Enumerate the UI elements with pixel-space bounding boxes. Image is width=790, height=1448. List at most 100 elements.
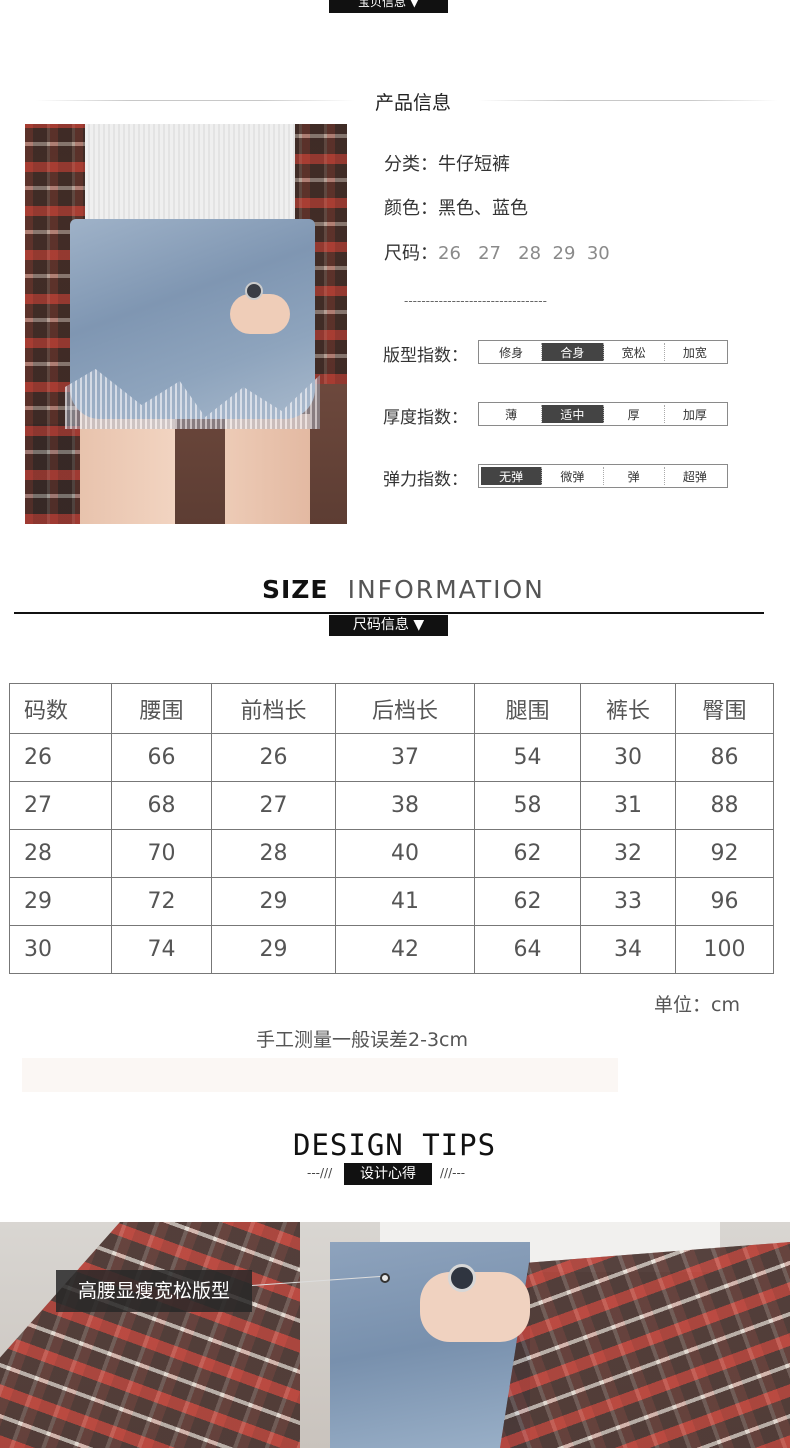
table-cell: 92 [675,829,774,878]
table-cell: 27 [211,781,336,830]
index-option: 加宽 [682,346,707,360]
category-label: 分类： [384,154,438,175]
table-cell: 38 [335,781,475,830]
table-cell: 62 [474,829,581,878]
top-section-tag: 宝贝信息 ▼ [329,0,448,13]
leg-right [225,414,310,524]
table-cell: 27 [9,781,112,830]
index-option: 微弹 [542,467,604,485]
table-cell: 30 [9,925,112,974]
table-cell: 64 [474,925,581,974]
plaid-shirt-right [500,1242,790,1448]
index-option: 合身 [542,343,604,361]
table-cell: 41 [335,877,475,926]
table-cell: 58 [474,781,581,830]
color-label: 颜色： [384,198,438,219]
index-scale: 修身 合身 宽松 加宽 [478,340,728,364]
index-label: 弹力指数： [383,470,468,490]
table-cell: 31 [580,781,676,830]
size-heading-bold: SIZE [262,575,329,604]
header-cell: 腿围 [474,683,581,734]
index-option: 厚 [604,405,665,423]
table-cell: 70 [111,829,212,878]
table-cell: 28 [9,829,112,878]
header-divider-left [35,100,355,101]
size-heading-rule [14,612,764,614]
header-cell: 前档长 [211,683,336,734]
index-option: 超弹 [682,470,707,484]
header-cell: 臀围 [675,683,774,734]
size-heading-light: INFORMATION [347,575,545,604]
table-cell: 54 [474,733,581,782]
table-header-row: 码数 腰围 前档长 后档长 腿围 裤长 臀围 [9,683,774,734]
size-info-tag: 尺码信息 ▼ [329,615,448,636]
pale-banner [22,1058,618,1092]
table-cell: 74 [111,925,212,974]
table-cell: 32 [580,829,676,878]
size-row: 尺码：26 27 28 29 30 [384,239,610,265]
ring-icon [448,1264,476,1292]
table-cell: 40 [335,829,475,878]
index-option: 无弹 [481,467,543,485]
table-cell: 34 [580,925,676,974]
index-scale: 无弹 微弹弹 超弹 [478,464,728,488]
table-cell: 42 [335,925,475,974]
table-cell: 96 [675,877,774,926]
header-cell: 码数 [9,683,112,734]
color-row: 颜色：黑色、蓝色 [384,194,528,220]
header-cell: 腰围 [111,683,212,734]
category-row: 分类：牛仔短裤 [384,150,510,176]
table-cell: 29 [211,925,336,974]
table-cell: 26 [9,733,112,782]
table-cell: 30 [580,733,676,782]
info-dash-divider: --------------------------------- [404,294,547,308]
table-row: 30 74 29 42 64 34 100 [9,925,774,974]
index-option: 薄 [481,405,543,423]
index-option: 修身 [481,343,543,361]
header-divider-right [478,100,778,101]
index-option: 宽松 [604,343,665,361]
index-label: 厚度指数： [383,408,468,428]
size-table: 码数 腰围 前档长 后档长 腿围 裤长 臀围 26 66 26 37 54 30 86 27 6… [9,683,774,974]
measurement-note: 手工测量一般误差2-3cm [256,1029,468,1051]
plaid-shirt-left [0,1222,300,1448]
design-tips-title: DESIGN TIPS [293,1128,497,1162]
header-cell: 后档长 [335,683,475,734]
table-cell: 29 [211,877,336,926]
table-cell: 68 [111,781,212,830]
table-cell: 62 [474,877,581,926]
design-deco-left: ---/// [307,1166,333,1180]
table-row: 27 68 27 38 58 31 88 [9,781,774,830]
index-label: 版型指数： [383,346,468,366]
product-info-title: 产品信息 [375,92,452,114]
table-cell: 88 [675,781,774,830]
ring-icon [245,282,263,300]
table-row: 29 72 29 41 62 33 96 [9,877,774,926]
index-option: 适中 [542,405,604,423]
index-option: 加厚 [682,408,707,422]
color-value: 黑色、蓝色 [438,198,528,219]
design-deco-right: ///--- [440,1166,466,1180]
index-scale: 薄适中厚 加厚 [478,402,728,426]
table-cell: 28 [211,829,336,878]
hand [230,294,290,334]
table-cell: 37 [335,733,475,782]
size-label: 尺码： [384,243,438,264]
callout-dot-icon [380,1273,390,1283]
unit-label: 单位：cm [654,994,740,1016]
table-row: 28 70 28 40 62 32 92 [9,829,774,878]
table-cell: 66 [111,733,212,782]
size-info-heading: SIZE INFORMATION [262,575,545,604]
size-values: 26 27 28 29 30 [438,243,610,264]
table-cell: 33 [580,877,676,926]
table-row: 26 66 26 37 54 30 86 [9,733,774,782]
table-cell: 72 [111,877,212,926]
detail-photo [0,1222,790,1448]
product-photo [25,124,347,524]
hand [420,1272,530,1342]
index-option: 弹 [604,467,665,485]
category-value: 牛仔短裤 [438,154,510,175]
table-cell: 29 [9,877,112,926]
table-cell: 100 [675,925,774,974]
table-cell: 86 [675,733,774,782]
